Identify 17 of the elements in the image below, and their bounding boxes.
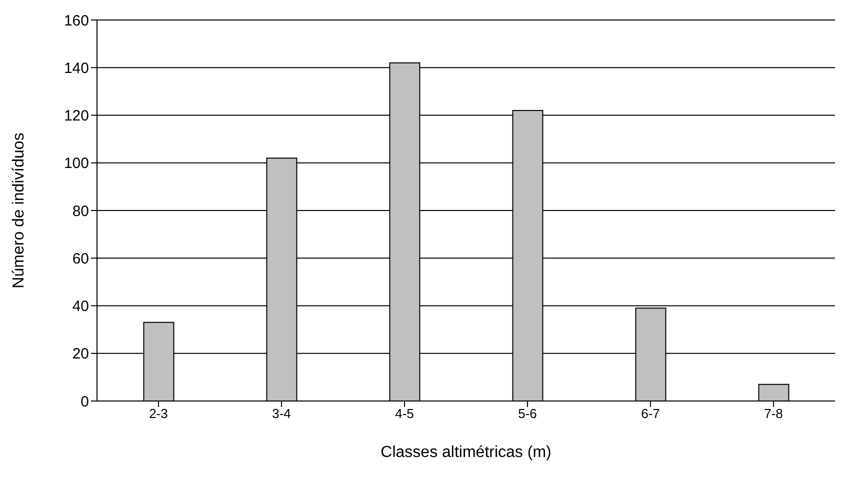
x-tick-label: 7-8 (764, 406, 783, 422)
y-tick-label: 120 (64, 108, 89, 125)
y-tick-label: 0 (80, 393, 89, 410)
x-tick-label: 2-3 (149, 406, 168, 422)
y-tick-label: 80 (72, 202, 89, 220)
x-tick-label: 3-4 (272, 406, 291, 422)
x-tick-label: 4-5 (395, 406, 414, 422)
y-tick-label: 100 (64, 155, 89, 172)
x-tick-label: 5-6 (518, 406, 537, 422)
x-axis-title: Classes altimétricas (m) (380, 444, 552, 461)
y-tick-label: 40 (72, 298, 89, 316)
y-tick-label: 60 (72, 250, 89, 268)
y-tick-label: 160 (64, 12, 89, 30)
y-axis-title: Número de indivíduos (10, 132, 28, 288)
x-tick-label: 6-7 (641, 406, 660, 422)
y-tick-label: 20 (72, 346, 89, 363)
y-tick-label: 140 (64, 60, 89, 77)
